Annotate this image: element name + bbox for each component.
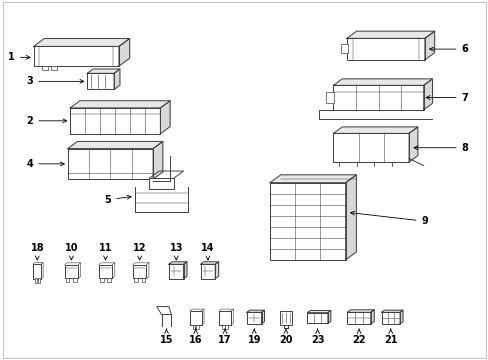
Bar [107,278,111,282]
Polygon shape [408,127,417,162]
Polygon shape [183,262,186,279]
Bar [134,278,138,282]
Text: 1: 1 [8,52,30,62]
Bar [99,265,112,278]
Bar [219,311,230,325]
Text: 6: 6 [429,44,468,54]
Bar [70,108,160,134]
Text: 15: 15 [160,329,173,345]
Bar [192,325,195,329]
Polygon shape [34,39,129,46]
Text: 17: 17 [218,329,231,345]
Text: 11: 11 [99,243,112,260]
Bar [225,325,227,329]
Text: 9: 9 [350,211,427,226]
Text: 8: 8 [413,143,468,153]
Text: 18: 18 [30,243,44,260]
Polygon shape [327,311,330,323]
Bar [196,325,198,329]
Polygon shape [200,262,218,264]
Bar [34,46,119,66]
Polygon shape [153,141,163,179]
Bar [200,264,215,279]
Text: 14: 14 [201,243,214,260]
Text: 10: 10 [64,243,78,260]
Polygon shape [424,31,434,60]
Text: 3: 3 [26,76,83,86]
Text: 19: 19 [247,329,261,345]
Bar [279,311,291,325]
Polygon shape [381,310,402,312]
Bar [269,183,345,260]
Bar [307,313,327,323]
Bar [189,311,201,325]
Bar [346,39,424,60]
Polygon shape [68,141,163,149]
Text: 2: 2 [26,116,66,126]
Bar [51,66,57,71]
Text: 7: 7 [426,93,468,103]
Polygon shape [87,69,120,73]
Bar [346,312,370,324]
Polygon shape [168,262,186,264]
Text: 13: 13 [169,243,183,260]
Bar [246,312,261,324]
Polygon shape [119,39,129,66]
Bar [100,278,103,282]
Bar [325,92,333,103]
Bar [33,264,41,279]
Bar [64,265,78,278]
Text: 22: 22 [352,329,365,345]
Bar [66,278,69,282]
Bar [68,149,153,179]
Polygon shape [269,175,356,183]
Polygon shape [246,310,264,312]
Text: 5: 5 [104,195,131,205]
Polygon shape [215,262,218,279]
Polygon shape [307,311,330,313]
Bar [222,325,224,329]
Bar [142,278,145,282]
Polygon shape [370,310,373,324]
Bar [42,66,48,71]
Bar [149,178,173,189]
Bar [333,134,408,162]
Polygon shape [423,79,431,110]
Text: 20: 20 [279,329,292,345]
Bar [333,85,423,110]
Bar [38,278,40,283]
Text: 16: 16 [188,329,202,345]
Bar [73,278,77,282]
Bar [168,264,183,279]
Polygon shape [261,310,264,324]
Polygon shape [333,127,417,134]
Polygon shape [70,101,170,108]
Polygon shape [399,310,402,324]
Bar [87,73,114,89]
Text: 12: 12 [133,243,146,260]
Bar [381,312,399,324]
Polygon shape [160,101,170,134]
Text: 23: 23 [310,329,324,345]
Text: 4: 4 [26,159,64,169]
Bar [35,278,37,283]
Polygon shape [114,69,120,89]
Text: 21: 21 [383,329,397,345]
Polygon shape [333,79,431,85]
Bar [133,265,146,278]
Bar [340,44,347,53]
Polygon shape [346,310,373,312]
Polygon shape [345,175,356,260]
Polygon shape [346,31,434,39]
